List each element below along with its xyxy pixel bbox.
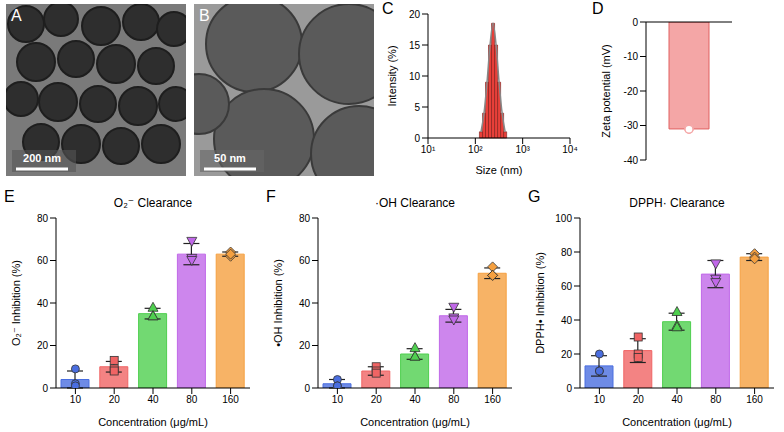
html-text:DPPH· Clearance: DPPH· Clearance [629, 196, 725, 210]
svg-text:10³: 10³ [515, 144, 530, 155]
svg-text:80: 80 [186, 394, 198, 405]
svg-text:40: 40 [147, 394, 159, 405]
html-text:C: C [382, 0, 394, 17]
svg-text:10¹: 10¹ [421, 144, 436, 155]
html-text:D: D [592, 0, 604, 17]
svg-text:0: 0 [42, 383, 48, 394]
svg-text:20: 20 [37, 340, 49, 351]
svg-text:20: 20 [561, 349, 573, 360]
svg-text:Concentration (μg/mL): Concentration (μg/mL) [360, 416, 470, 428]
svg-text:-20: -20 [624, 86, 639, 97]
svg-text:10: 10 [70, 394, 82, 405]
svg-text:Zeta potential (mV): Zeta potential (mV) [600, 44, 612, 138]
svg-text:Intensity (%): Intensity (%) [386, 45, 398, 106]
svg-text:Concentration (μg/mL): Concentration (μg/mL) [98, 416, 208, 428]
svg-text:160: 160 [746, 394, 763, 405]
svg-text:0: 0 [632, 17, 638, 28]
svg-text:80: 80 [299, 213, 311, 224]
svg-text:60: 60 [37, 255, 49, 266]
svg-text:10: 10 [409, 71, 421, 82]
svg-text:40: 40 [409, 394, 421, 405]
svg-text:80: 80 [561, 247, 573, 258]
html-text:E: E [4, 188, 15, 205]
svg-text:DPPH• Inhibition (%): DPPH• Inhibition (%) [534, 252, 546, 354]
svg-text:50 nm: 50 nm [214, 152, 246, 164]
svg-text:0: 0 [566, 383, 572, 394]
svg-text:160: 160 [484, 394, 501, 405]
svg-text:80: 80 [710, 394, 722, 405]
html-text:B: B [199, 7, 210, 24]
svg-text:10²: 10² [468, 144, 483, 155]
svg-text:160: 160 [222, 394, 239, 405]
svg-text:20: 20 [371, 394, 383, 405]
svg-text:40: 40 [561, 315, 573, 326]
svg-text:20: 20 [633, 394, 645, 405]
svg-text:60: 60 [561, 281, 573, 292]
svg-text:-10: -10 [624, 51, 639, 62]
svg-text:20: 20 [299, 340, 311, 351]
svg-text:-40: -40 [624, 155, 639, 166]
svg-text:Size (nm): Size (nm) [475, 164, 522, 176]
svg-text:0: 0 [414, 133, 420, 144]
svg-text:10: 10 [594, 394, 606, 405]
svg-text:60: 60 [299, 255, 311, 266]
svg-text:20: 20 [109, 394, 121, 405]
html-text:A: A [11, 7, 22, 24]
svg-text:80: 80 [448, 394, 460, 405]
svg-text:15: 15 [409, 40, 421, 51]
html-text:F: F [266, 188, 276, 205]
svg-text:5: 5 [414, 102, 420, 113]
svg-text:-30: -30 [624, 120, 639, 131]
svg-text:Concentration (μg/mL): Concentration (μg/mL) [622, 416, 732, 428]
svg-text:O₂⁻ Inhibition (%): O₂⁻ Inhibition (%) [10, 260, 22, 346]
svg-text:100: 100 [555, 213, 572, 224]
svg-text:20: 20 [409, 9, 421, 20]
svg-text:80: 80 [37, 213, 49, 224]
html-text:·OH Clearance: ·OH Clearance [375, 196, 455, 210]
svg-text:10: 10 [332, 394, 344, 405]
svg-text:200 nm: 200 nm [23, 152, 61, 164]
svg-text:40: 40 [299, 298, 311, 309]
svg-text:0: 0 [304, 383, 310, 394]
svg-text:40: 40 [37, 298, 49, 309]
html-text:O₂⁻ Clearance: O₂⁻ Clearance [113, 196, 193, 210]
svg-text:40: 40 [671, 394, 683, 405]
svg-text:10⁴: 10⁴ [562, 144, 577, 155]
html-text:G: G [528, 188, 541, 205]
svg-text:•OH Inhibition (%): •OH Inhibition (%) [272, 259, 284, 347]
